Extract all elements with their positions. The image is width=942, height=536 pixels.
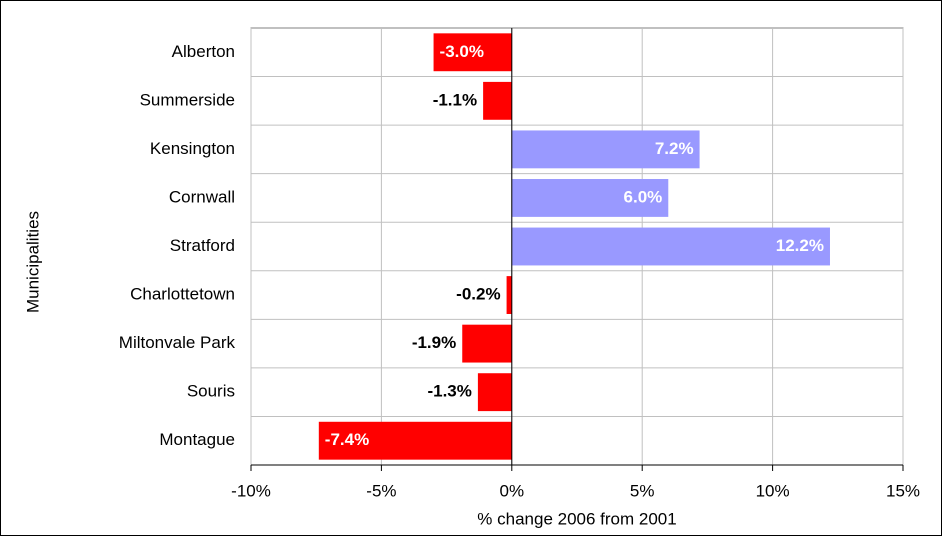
y-tick-label: Alberton <box>172 42 235 61</box>
data-label: -1.9% <box>412 333 456 352</box>
bar <box>477 373 512 412</box>
x-tick-label: -10% <box>231 481 271 500</box>
bar <box>511 227 830 266</box>
data-label: 7.2% <box>655 139 694 158</box>
x-axis-title: % change 2006 from 2001 <box>477 509 676 528</box>
data-label: -1.1% <box>433 90 477 109</box>
bar <box>462 324 512 363</box>
data-label: -3.0% <box>440 42 484 61</box>
x-tick-label: 15% <box>886 481 920 500</box>
y-axis-title: Municipalities <box>23 211 42 313</box>
y-tick-label: Summerside <box>140 90 235 109</box>
y-tick-label: Montague <box>159 430 235 449</box>
bar <box>511 179 669 217</box>
y-tick-label: Cornwall <box>169 187 235 206</box>
y-tick-label: Charlottetown <box>130 285 235 304</box>
data-label: 12.2% <box>776 236 824 255</box>
y-tick-label: Souris <box>187 382 235 401</box>
bar <box>318 421 512 460</box>
y-tick-label: Kensington <box>150 139 235 158</box>
x-tick-label: 10% <box>756 481 790 500</box>
x-tick-label: -5% <box>366 481 396 500</box>
bar <box>433 33 512 72</box>
y-tick-label: Miltonvale Park <box>119 333 236 352</box>
y-tick-label: Stratford <box>170 236 235 255</box>
x-tick-label: 0% <box>500 481 525 500</box>
data-label: -7.4% <box>325 430 369 449</box>
bar <box>511 130 700 169</box>
x-tick-label: 5% <box>630 481 655 500</box>
data-label: -1.3% <box>427 382 471 401</box>
data-label: -0.2% <box>456 285 500 304</box>
bar <box>506 276 512 314</box>
data-label: 6.0% <box>624 187 663 206</box>
bar <box>483 81 512 120</box>
